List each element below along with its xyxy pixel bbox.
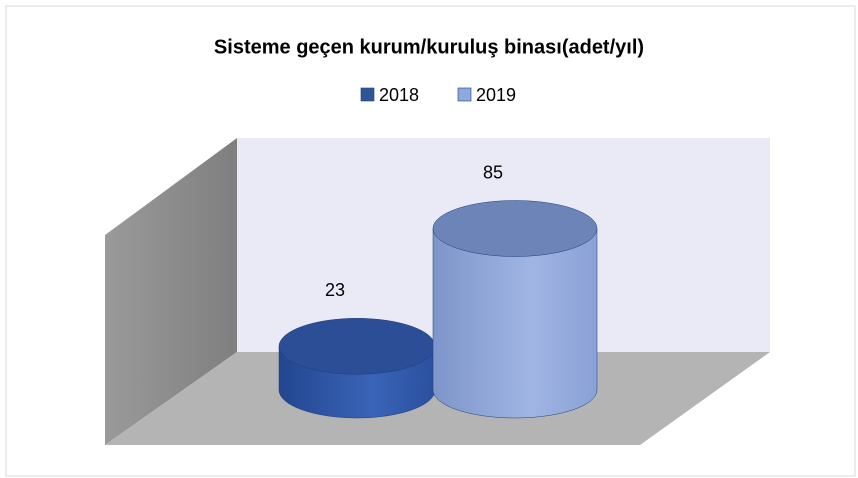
cylinder (432, 200, 598, 419)
legend-swatch (457, 87, 472, 102)
cylinder-body (432, 228, 598, 419)
legend-label: 2018 (379, 85, 419, 105)
data-label: 85 (483, 162, 503, 182)
legend-label: 2019 (476, 85, 516, 105)
chart-title: Sisteme geçen kurum/kuruluş binası(adet/… (214, 36, 644, 58)
legend-swatch (360, 87, 375, 102)
cylinder-top (278, 318, 436, 375)
data-label: 23 (325, 280, 345, 300)
side-wall (105, 138, 237, 445)
cylinder-top (432, 200, 598, 257)
cylinder (278, 318, 436, 419)
